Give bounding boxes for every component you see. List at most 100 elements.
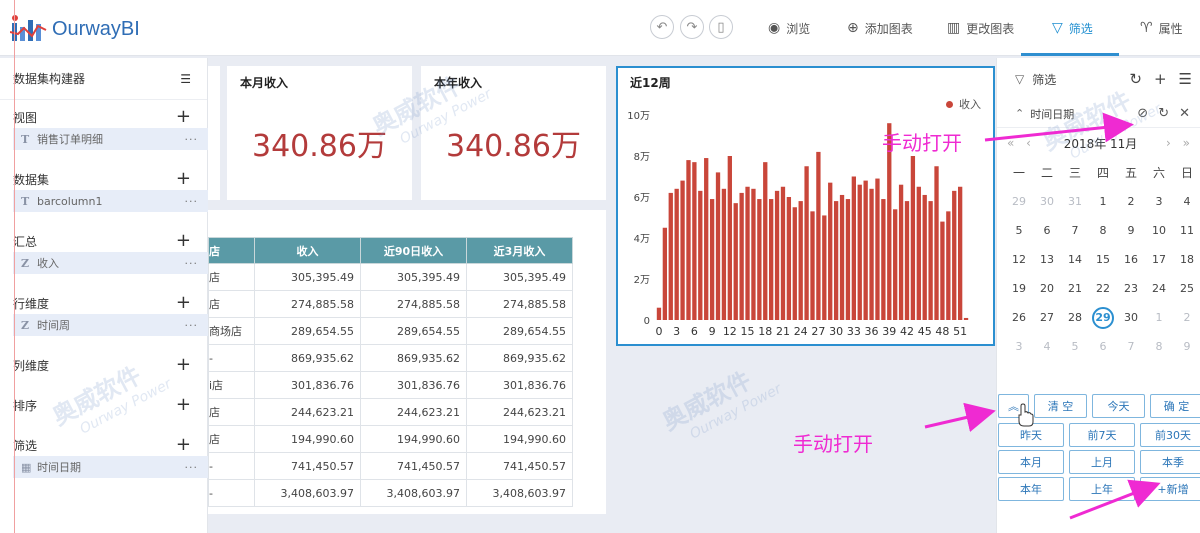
more-icon[interactable]: ··· (184, 318, 198, 332)
chart-bar[interactable] (704, 158, 709, 320)
calendar-day[interactable]: 29 (1089, 303, 1117, 332)
undo-button[interactable]: ↶ (650, 15, 674, 39)
chart-bar[interactable] (863, 180, 868, 320)
chart-bar[interactable] (963, 317, 969, 320)
column-header-store[interactable]: 店 (208, 237, 255, 264)
kpi-card-year[interactable]: 本年收入 340.86万 (421, 66, 606, 200)
last-7-days-button[interactable]: 前7天 (1069, 423, 1135, 447)
calendar-day[interactable]: 5 (1015, 224, 1023, 237)
chart-bar[interactable] (709, 199, 715, 320)
chart-bar[interactable] (816, 151, 821, 320)
add-column-dimension-plus-icon[interactable]: + (175, 354, 191, 375)
summary-field[interactable]: Z 收入 ··· (13, 252, 208, 274)
chart-bar[interactable] (928, 201, 933, 320)
collapse-menu-icon[interactable]: ☰ (180, 71, 191, 86)
chart-bar[interactable] (898, 184, 904, 320)
calendar-day[interactable]: 30 (1040, 195, 1054, 208)
table-row[interactable]: 店 194,990.60 194,990.60 194,990.60 (208, 425, 573, 453)
more-icon[interactable]: ··· (184, 194, 198, 208)
calendar-day[interactable]: 29 (1012, 195, 1026, 208)
next-month-year-icons[interactable]: › » (1166, 136, 1194, 150)
calendar-day[interactable]: 16 (1124, 253, 1138, 266)
this-quarter-button[interactable]: 本季 (1140, 450, 1200, 474)
calendar-day[interactable]: 8 (1155, 340, 1163, 353)
calendar-day[interactable]: 4 (1183, 195, 1191, 208)
chart-bar[interactable] (780, 186, 786, 320)
calendar-day[interactable]: 20 (1040, 282, 1054, 295)
add-row-dimension-plus-icon[interactable]: + (175, 292, 191, 313)
table-row[interactable]: i店 301,836.76 301,836.76 301,836.76 (208, 371, 573, 399)
add-chart-button[interactable]: ⊕ 添加图表 (847, 0, 913, 56)
chart-bar[interactable] (810, 211, 815, 320)
chart-bar[interactable] (922, 194, 927, 320)
calendar-day[interactable]: 19 (1012, 282, 1026, 295)
clear-button[interactable]: 清 空 (1034, 394, 1087, 418)
chevron-up-icon[interactable]: ⌃ (1015, 107, 1025, 120)
calendar-day[interactable]: 3 (1155, 195, 1163, 208)
chart-bar[interactable] (845, 199, 851, 320)
add-new-button[interactable]: +新增 (1140, 477, 1200, 501)
chart-bar[interactable] (739, 192, 744, 320)
chart-bar[interactable] (916, 186, 921, 320)
prev-year-month-icons[interactable]: « ‹ (1007, 136, 1035, 150)
chart-bar[interactable] (757, 199, 762, 320)
chart-bar[interactable] (875, 178, 880, 320)
calendar-day[interactable]: 7 (1127, 340, 1135, 353)
chart-bar[interactable] (692, 162, 697, 320)
more-icon[interactable]: ··· (184, 256, 198, 270)
calendar-day[interactable]: 3 (1015, 340, 1023, 353)
chart-bar[interactable] (851, 176, 856, 321)
reset-icon[interactable]: ↻ (1158, 106, 1170, 121)
close-icon[interactable]: ✕ (1179, 106, 1190, 121)
calendar-day[interactable]: 18 (1180, 253, 1194, 266)
chart-bar[interactable] (763, 162, 768, 320)
table-row[interactable]: -741,450.57 741,450.57 741,450.57 (208, 452, 573, 480)
chart-bar[interactable] (674, 188, 679, 320)
chart-bar[interactable] (798, 201, 803, 320)
today-button[interactable]: 今天 (1092, 394, 1145, 418)
calendar-day[interactable]: 12 (1012, 253, 1026, 266)
filter-field[interactable]: ▦ 时间日期 ··· (13, 456, 208, 478)
collapse-button-icon[interactable]: ︽ (998, 394, 1029, 418)
chart-bar[interactable] (804, 166, 809, 320)
calendar-day[interactable]: 1 (1099, 195, 1107, 208)
chart-bar[interactable] (828, 182, 833, 320)
chart-bar[interactable] (721, 188, 727, 320)
add-filter-plus-icon[interactable]: + (175, 434, 191, 455)
calendar-day[interactable]: 9 (1183, 340, 1191, 353)
column-header-3month[interactable]: 近3月收入 (466, 237, 573, 264)
calendar-day[interactable]: 5 (1071, 340, 1079, 353)
this-month-button[interactable]: 本月 (998, 450, 1064, 474)
more-icon[interactable]: ··· (184, 132, 198, 146)
chart-bar[interactable] (887, 123, 892, 320)
calendar-day[interactable]: 23 (1124, 282, 1138, 295)
chart-bar[interactable] (662, 227, 668, 320)
chart-bar[interactable] (786, 197, 792, 320)
table-row[interactable]: 店 274,885.58 274,885.58 274,885.58 (208, 290, 573, 318)
confirm-button[interactable]: 确 定 (1150, 394, 1200, 418)
calendar-day[interactable]: 6 (1099, 340, 1107, 353)
calendar-day[interactable]: 2 (1183, 311, 1191, 324)
chart-legend[interactable]: 收入 (946, 96, 981, 112)
chart-bar[interactable] (656, 307, 662, 320)
view-field[interactable]: T 销售订单明细 ··· (13, 128, 208, 150)
date-filter-header[interactable]: ⌃ 时间日期 ⊘ ↻ ✕ (997, 100, 1200, 128)
chart-bar[interactable] (745, 186, 750, 320)
calendar-day[interactable]: 15 (1096, 253, 1110, 266)
last-month-button[interactable]: 上月 (1069, 450, 1135, 474)
add-view-plus-icon[interactable]: + (175, 106, 191, 127)
column-header-revenue[interactable]: 收入 (254, 237, 361, 264)
add-sort-plus-icon[interactable]: + (175, 394, 191, 415)
calendar-day[interactable]: 9 (1127, 224, 1135, 237)
calendar-day[interactable]: 11 (1180, 224, 1194, 237)
calendar-day[interactable]: 13 (1040, 253, 1054, 266)
calendar-day[interactable]: 28 (1068, 311, 1082, 324)
chart-bar[interactable] (893, 209, 898, 320)
row-dimension-field[interactable]: Z 时间周 ··· (13, 314, 208, 336)
filter-tab-button[interactable]: ▽ 筛选 (1052, 0, 1093, 56)
chart-bar[interactable] (769, 199, 774, 320)
calendar-day[interactable]: 31 (1068, 195, 1082, 208)
calendar-day[interactable]: 30 (1124, 311, 1138, 324)
calendar-day[interactable]: 24 (1152, 282, 1166, 295)
